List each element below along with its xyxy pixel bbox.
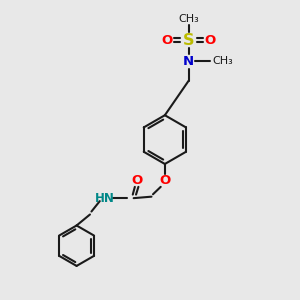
Text: O: O	[131, 174, 142, 187]
Text: O: O	[159, 174, 170, 187]
Text: HN: HN	[95, 192, 115, 205]
Text: S: S	[183, 32, 194, 47]
Text: O: O	[204, 34, 216, 46]
Text: O: O	[162, 34, 173, 46]
Text: CH₃: CH₃	[178, 14, 199, 24]
Text: N: N	[183, 55, 194, 68]
Text: CH₃: CH₃	[212, 56, 233, 66]
